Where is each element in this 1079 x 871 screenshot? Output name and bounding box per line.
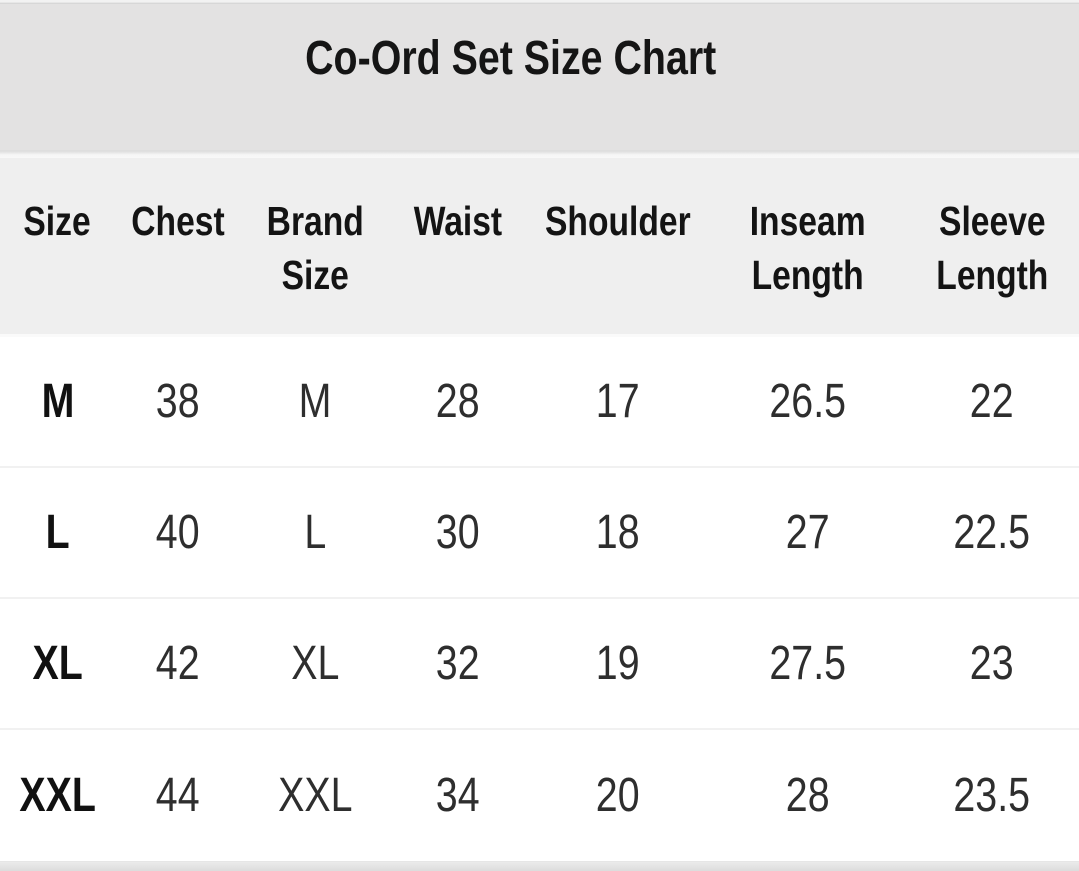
table-row-xxl: XXL 44 XXL 34 20 28 23.5	[0, 730, 1079, 861]
cell-value: 17	[595, 374, 640, 428]
cell-value: 23	[970, 636, 1014, 690]
value-cell-chest: 42	[115, 636, 240, 692]
cell-value: 19	[595, 636, 640, 690]
cell-value: L	[304, 505, 326, 559]
value-cell-inseam-length: 28	[710, 768, 905, 824]
cell-value: M	[41, 374, 74, 428]
size-cell: L	[0, 505, 115, 561]
page-title: Co-Ord Set Size Chart	[304, 32, 717, 85]
col-header-label: Inseam Length	[749, 198, 866, 298]
bottom-edge-divider	[0, 861, 1079, 871]
col-header-label: Waist	[413, 198, 502, 244]
top-edge-divider	[0, 0, 1079, 4]
value-cell-waist: 34	[390, 768, 525, 824]
table-row-m: M 38 M 28 17 26.5 22	[0, 337, 1079, 468]
cell-value: 42	[155, 636, 200, 690]
cell-value: 20	[595, 768, 640, 822]
value-cell-shoulder: 17	[525, 374, 710, 430]
cell-value: 18	[595, 505, 640, 559]
value-cell-brand-size: M	[240, 374, 390, 430]
col-header-shoulder: Shoulder	[525, 194, 710, 248]
size-cell: XL	[0, 636, 115, 692]
col-header-inseam-length: Inseam Length	[710, 194, 905, 302]
cell-value: XL	[290, 636, 340, 690]
value-cell-shoulder: 20	[525, 768, 710, 824]
cell-value: 30	[435, 505, 480, 559]
table-row-l: L 40 L 30 18 27 22.5	[0, 468, 1079, 599]
cell-value: 23.5	[953, 768, 1031, 822]
value-cell-waist: 28	[390, 374, 525, 430]
col-header-label: Shoulder	[544, 198, 691, 244]
table-row-xl: XL 42 XL 32 19 27.5 23	[0, 599, 1079, 730]
col-header-sleeve-length: Sleeve Length	[905, 194, 1079, 302]
title-header-divider	[0, 150, 1079, 158]
col-header-label: Brand Size	[266, 198, 364, 298]
title-band: Co-Ord Set Size Chart	[0, 4, 1079, 150]
table-header-row: Size Chest Brand Size Waist Shoulder Inseam L…	[0, 158, 1079, 334]
value-cell-shoulder: 19	[525, 636, 710, 692]
col-header-label: Sleeve Length	[935, 198, 1049, 298]
value-cell-sleeve-length: 22	[905, 374, 1079, 430]
header-body-divider	[0, 334, 1079, 337]
cell-value: 26.5	[769, 374, 846, 428]
cell-value: XL	[32, 636, 83, 690]
value-cell-shoulder: 18	[525, 505, 710, 561]
value-cell-brand-size: L	[240, 505, 390, 561]
cell-value: L	[45, 505, 70, 559]
value-cell-sleeve-length: 22.5	[905, 505, 1079, 561]
cell-value: 38	[155, 374, 200, 428]
value-cell-chest: 38	[115, 374, 240, 430]
cell-value: 40	[155, 505, 200, 559]
col-header-chest: Chest	[115, 194, 240, 248]
col-header-waist: Waist	[390, 194, 525, 248]
cell-value: 27.5	[769, 636, 846, 690]
cell-value: 28	[785, 768, 830, 822]
value-cell-waist: 30	[390, 505, 525, 561]
value-cell-waist: 32	[390, 636, 525, 692]
value-cell-brand-size: XL	[240, 636, 390, 692]
cell-value: M	[298, 374, 332, 428]
col-header-size: Size	[0, 194, 115, 248]
value-cell-inseam-length: 27.5	[710, 636, 905, 692]
cell-value: 22	[970, 374, 1014, 428]
cell-value: 44	[155, 768, 200, 822]
table-body: M 38 M 28 17 26.5 22 L 40 L 30 18 27 22.5 XL 42 XL 32 19 27…	[0, 337, 1079, 861]
value-cell-inseam-length: 27	[710, 505, 905, 561]
value-cell-chest: 44	[115, 768, 240, 824]
value-cell-inseam-length: 26.5	[710, 374, 905, 430]
col-header-brand-size: Brand Size	[240, 194, 390, 302]
value-cell-sleeve-length: 23.5	[905, 768, 1079, 824]
value-cell-chest: 40	[115, 505, 240, 561]
cell-value: 32	[435, 636, 480, 690]
value-cell-sleeve-length: 23	[905, 636, 1079, 692]
cell-value: 27	[785, 505, 830, 559]
col-header-label: Size	[23, 198, 92, 244]
col-header-label: Chest	[130, 198, 225, 244]
cell-value: 22.5	[953, 505, 1031, 559]
cell-value: XXL	[19, 768, 96, 822]
cell-value: 34	[435, 768, 480, 822]
cell-value: XXL	[277, 768, 353, 822]
size-cell: XXL	[0, 768, 115, 824]
cell-value: 28	[435, 374, 480, 428]
size-cell: M	[0, 374, 115, 430]
value-cell-brand-size: XXL	[240, 768, 390, 824]
